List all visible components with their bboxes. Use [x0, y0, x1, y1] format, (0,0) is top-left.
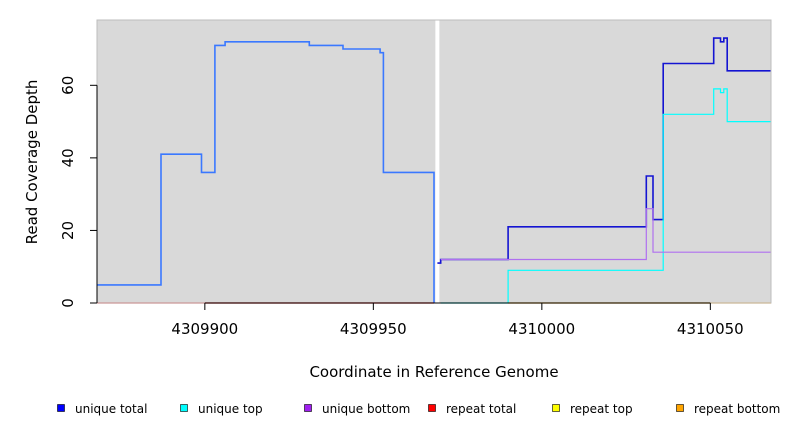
legend-swatch	[428, 404, 436, 412]
legend-item: repeat total	[428, 402, 516, 416]
plot-area-right	[439, 20, 771, 303]
y-tick-label: 60	[59, 76, 77, 95]
legend-label: repeat total	[446, 402, 516, 416]
legend-item: unique top	[180, 402, 263, 416]
legend-swatch	[304, 404, 312, 412]
legend-label: unique bottom	[322, 402, 410, 416]
legend-label: repeat top	[570, 402, 633, 416]
legend-swatch	[180, 404, 188, 412]
y-tick-label: 0	[59, 298, 77, 308]
legend-item: unique total	[57, 402, 147, 416]
series-line-right_unique_bottom	[440, 208, 771, 261]
legend: unique total unique top unique bottom repea…	[57, 402, 780, 416]
series-line-right_unique_top	[440, 88, 771, 304]
x-axis-title: Coordinate in Reference Genome	[309, 363, 558, 381]
y-tick-label: 20	[59, 221, 77, 240]
legend-label: unique top	[198, 402, 263, 416]
legend-item: repeat top	[552, 402, 633, 416]
x-axis: 4309900 4309950 4310000 4310050	[171, 302, 744, 338]
y-axis: 0 20 40 60	[59, 76, 98, 308]
x-tick-label: 4309950	[340, 320, 407, 338]
x-tick-label: 4309900	[171, 320, 238, 338]
legend-swatch	[552, 404, 560, 412]
legend-swatch	[676, 404, 684, 412]
legend-label: repeat bottom	[694, 402, 780, 416]
series-line-left_unique_total	[97, 40, 435, 303]
legend-item: unique bottom	[304, 402, 410, 416]
x-tick-label: 4310050	[677, 320, 744, 338]
x-tick-label: 4310000	[508, 320, 575, 338]
plot-area-left	[97, 20, 436, 303]
y-axis-title: Read Coverage Depth	[23, 80, 41, 245]
y-tick-label: 40	[59, 148, 77, 167]
legend-item: repeat bottom	[676, 402, 780, 416]
legend-label: unique total	[75, 402, 147, 416]
legend-swatch	[57, 404, 65, 412]
